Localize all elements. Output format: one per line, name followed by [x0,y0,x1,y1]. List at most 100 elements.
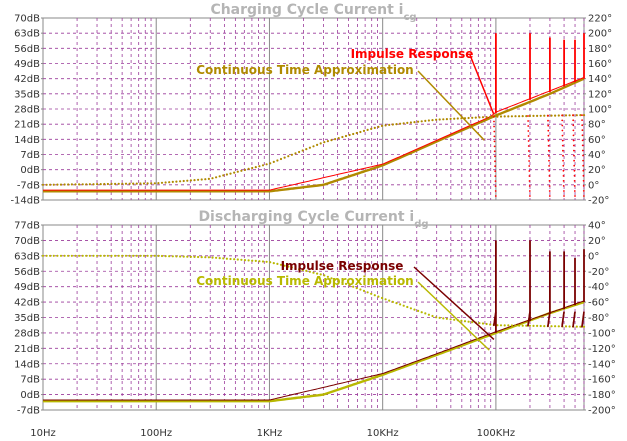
panel-1-impulse-phase-dot [547,134,550,137]
panel-1-impulse-phase-dot [493,135,496,138]
panel-2-left-tick-label: 28dB [14,328,40,339]
panel-1-right-tick-label: 220° [588,14,612,25]
panel-1-phase-dot [171,180,174,183]
panel-1-phase-dot [88,183,91,186]
panel-2-phase-dot [171,255,174,258]
panel-1-impulse-phase-dot [562,164,565,167]
panel-1-phase-dot [197,178,200,181]
panel-1-phase-dot [377,125,380,128]
panel-2-left-tick-label: 0dB [20,390,40,401]
panel-2-phase-dot [431,314,434,318]
panel-1-right-tick-label: 80° [588,120,606,131]
panel-1-phase-dot [499,115,503,118]
panel-1-impulse-phase-dot [548,154,550,157]
x-axis-tick-label: 1KHz [257,428,283,439]
panel-2-impulse-phase-dots [493,311,585,328]
panel-1-phase-dot [233,171,236,174]
panel-1-phase-dot [366,128,369,131]
panel-1-phase-dot [56,183,59,186]
panel-2-phase-dot [326,275,329,278]
panel-2-left-tick-label: 21dB [14,344,40,355]
panel-2-phase-dot [478,322,481,325]
panel-2-phase-dot [197,255,200,259]
panel-1-impulse-phase-dot [573,154,575,157]
panel-1-phase-dot [348,133,351,137]
panel-2-phase-dot [85,254,88,257]
panel-2-phase-dot [366,291,369,294]
panel-1-impulse-phase-dot [548,175,551,177]
panel-1-impulse-phase-dot [494,180,497,183]
panel-2-phase-dot [370,292,373,295]
panel-2-phase-dot [121,254,124,257]
panel-1-phase-dot [294,152,297,155]
panel-1-impulse-phase-dot [581,114,583,116]
panel-2-phase-dot [445,317,448,320]
panel-1-left-tick-label: 0dB [20,165,40,176]
panel-1-impulse-phase-dot [581,129,584,132]
panel-1-impulse-phase-dot [572,129,575,132]
panel-1-impulse-phase-dot [493,140,496,143]
panel-2-phase-dot [63,254,66,257]
panel-2-phase-dot [352,285,355,288]
panel-2-phase-dot [207,256,210,259]
panel-1-phase-dot [503,115,506,118]
panel-2-phase-dot [70,254,73,257]
panel-2-phase-dot [575,325,578,328]
panel-1-impulse-phase-dot [561,124,564,127]
panel-1-phase-dot [59,183,63,186]
panel-2-phase-dot [247,259,250,262]
panel-1-impulse-phase-dot [572,139,575,142]
panel-1-impulse-phase-dot [572,134,575,137]
panel-2-phase-dot [110,254,113,257]
panel-1-phase-dot [359,130,362,134]
x-axis-tick-label: 100KHz [477,428,515,439]
panel-2-phase-dot [52,254,55,257]
panel-1-phase-dot [330,139,333,142]
panel-1-phase-dot [301,149,304,152]
panel-1-impulse-phase-dot [582,190,585,192]
panel-1-continuous-phase-dots [41,114,586,186]
panel-1-phase-dot [164,181,167,184]
panel-1-phase-dot [510,115,513,118]
panel-2-impulse-response-label: Impulse Response [281,259,404,273]
panel-2-phase-dot [103,254,106,257]
panel-1-phase-dot [106,182,109,186]
panel-1-phase-dot [312,145,315,148]
panel-1-impulse-phase-dot [528,180,531,182]
panel-1-phase-dot [85,183,88,186]
panel-2-phase-dot [467,320,470,323]
panel-2-left-tick-label: 63dB [14,251,40,262]
panel-2-phase-dot [301,269,304,272]
panel-1-impulse-phase-dot [562,169,565,172]
panel-2-phase-dot [78,254,81,257]
panel-1-phase-dot [225,173,228,176]
panel-1-impulse-phase-dot [572,119,575,122]
panel-1-phase-dot [247,167,250,170]
panel-2-right-tick-label: 20° [588,236,606,247]
panel-1-phase-dot [536,114,539,117]
panel-2-phase-dot [449,318,452,321]
panel-1-phase-dot [279,157,283,161]
panel-1-impulse-phase-dot [527,120,529,122]
panel-1-impulse-phase-dot [527,145,530,147]
panel-1-impulse-phase-dot [548,170,551,172]
panel-2-phase-dot [485,322,488,326]
panel-2-right-tick-label: -140° [588,359,616,370]
panel-2-phase-dot [67,254,70,257]
panel-1-impulse-phase-dot [493,150,496,153]
panel-2-right-tick-label: 40° [588,221,606,232]
panel-1-phase-dot [489,115,492,118]
panel-2-left-tick-label: 7dB [20,375,40,386]
panel-1-impulse-phase-dot [548,159,550,162]
panel-2-phase-dot [146,254,149,257]
panel-1-left-tick-label: 63dB [14,29,40,40]
panel-1-phase-dot [380,124,384,127]
panel-2-phase-dot [128,254,131,257]
panel-1-phase-dot [427,119,430,122]
panel-1-impulse-phase-dot [527,135,530,137]
panel-2-phase-dot [564,325,568,328]
panel-2-phase-dot [96,254,99,257]
panel-1-left-tick-label: 7dB [20,150,40,161]
panel-1-phase-dot [45,183,48,186]
panel-1-impulse-phase-dot [561,139,564,142]
